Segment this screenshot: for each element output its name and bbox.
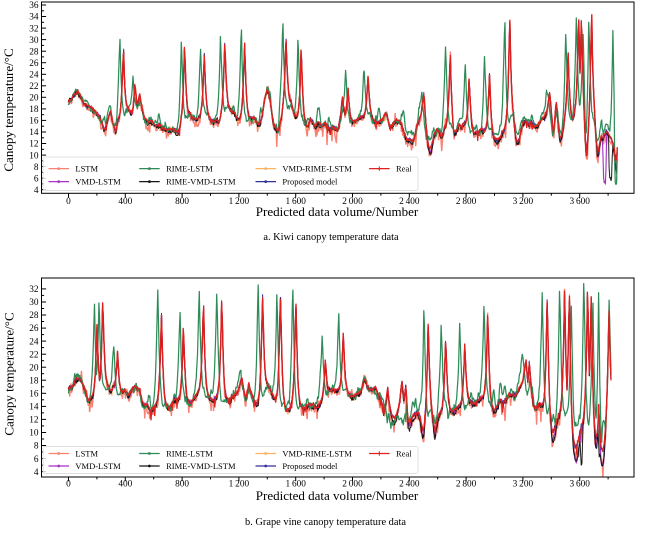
svg-text:Real: Real (396, 449, 412, 459)
svg-text:32: 32 (29, 285, 39, 295)
svg-text:2 000: 2 000 (342, 480, 363, 490)
svg-text:800: 800 (175, 480, 189, 490)
svg-text:VMD-LSTM: VMD-LSTM (75, 177, 121, 187)
svg-text:16: 16 (29, 390, 39, 400)
svg-text:28: 28 (29, 311, 39, 321)
svg-text:12: 12 (29, 416, 39, 426)
svg-text:Proposed model: Proposed model (282, 461, 338, 471)
svg-text:6: 6 (34, 174, 39, 184)
svg-text:2 400: 2 400 (399, 197, 420, 207)
svg-text:20: 20 (29, 363, 39, 373)
svg-text:10: 10 (29, 429, 39, 439)
svg-text:b. Grape vine canopy temperatu: b. Grape vine canopy temperature data (245, 517, 406, 528)
svg-text:30: 30 (29, 298, 39, 308)
svg-text:VMD-RIME-LSTM: VMD-RIME-LSTM (282, 449, 352, 459)
svg-text:800: 800 (175, 197, 189, 207)
svg-text:3 200: 3 200 (513, 480, 534, 490)
svg-text:Canopy temperature/°C: Canopy temperature/°C (1, 48, 16, 171)
svg-text:14: 14 (29, 128, 39, 138)
svg-text:LSTM: LSTM (75, 449, 98, 459)
svg-text:36: 36 (29, 1, 39, 11)
svg-text:400: 400 (118, 197, 132, 207)
svg-text:4: 4 (34, 186, 39, 196)
svg-text:4: 4 (34, 468, 39, 478)
svg-text:a. Kiwi canopy temperature dat: a. Kiwi canopy temperature data (263, 232, 399, 243)
svg-text:18: 18 (29, 105, 39, 115)
svg-text:8: 8 (34, 442, 39, 452)
svg-text:Canopy temperature/°C: Canopy temperature/°C (2, 312, 17, 435)
svg-text:22: 22 (29, 350, 39, 360)
svg-text:RIME-VMD-LSTM: RIME-VMD-LSTM (166, 461, 236, 471)
svg-text:30: 30 (29, 36, 39, 46)
svg-text:1 200: 1 200 (229, 197, 250, 207)
svg-text:24: 24 (29, 337, 39, 347)
svg-text:Real: Real (396, 164, 412, 174)
svg-text:26: 26 (29, 59, 39, 69)
svg-text:RIME-VMD-LSTM: RIME-VMD-LSTM (166, 177, 236, 187)
svg-text:22: 22 (29, 82, 39, 92)
svg-text:2 400: 2 400 (399, 480, 420, 490)
svg-text:2 800: 2 800 (456, 480, 477, 490)
svg-text:Predicted data volume/Number: Predicted data volume/Number (256, 488, 419, 503)
svg-text:16: 16 (29, 117, 39, 127)
svg-text:2 000: 2 000 (342, 197, 363, 207)
svg-text:0: 0 (66, 197, 71, 207)
svg-text:RIME-LSTM: RIME-LSTM (166, 449, 213, 459)
svg-text:20: 20 (29, 94, 39, 104)
svg-text:VMD-LSTM: VMD-LSTM (75, 461, 121, 471)
svg-text:6: 6 (34, 455, 39, 465)
svg-text:2 800: 2 800 (456, 197, 477, 207)
svg-text:1 200: 1 200 (229, 480, 250, 490)
svg-text:3 200: 3 200 (513, 197, 534, 207)
svg-text:10: 10 (29, 151, 39, 161)
svg-text:34: 34 (29, 13, 39, 23)
svg-text:1 600: 1 600 (285, 480, 306, 490)
svg-text:26: 26 (29, 324, 39, 334)
svg-text:3 600: 3 600 (569, 197, 590, 207)
svg-text:14: 14 (29, 403, 39, 413)
svg-text:32: 32 (29, 24, 39, 34)
svg-text:3 600: 3 600 (569, 480, 590, 490)
svg-text:RIME-LSTM: RIME-LSTM (166, 164, 213, 174)
svg-text:1 600: 1 600 (285, 197, 306, 207)
svg-text:Proposed model: Proposed model (282, 177, 338, 187)
svg-text:24: 24 (29, 71, 39, 81)
svg-text:Predicted data volume/Number: Predicted data volume/Number (256, 204, 419, 219)
svg-text:400: 400 (118, 480, 132, 490)
svg-text:0: 0 (66, 480, 71, 490)
svg-text:VMD-RIME-LSTM: VMD-RIME-LSTM (282, 164, 352, 174)
svg-text:18: 18 (29, 376, 39, 386)
svg-text:28: 28 (29, 47, 39, 57)
svg-text:12: 12 (29, 140, 39, 150)
svg-text:LSTM: LSTM (75, 164, 98, 174)
svg-text:8: 8 (34, 163, 39, 173)
